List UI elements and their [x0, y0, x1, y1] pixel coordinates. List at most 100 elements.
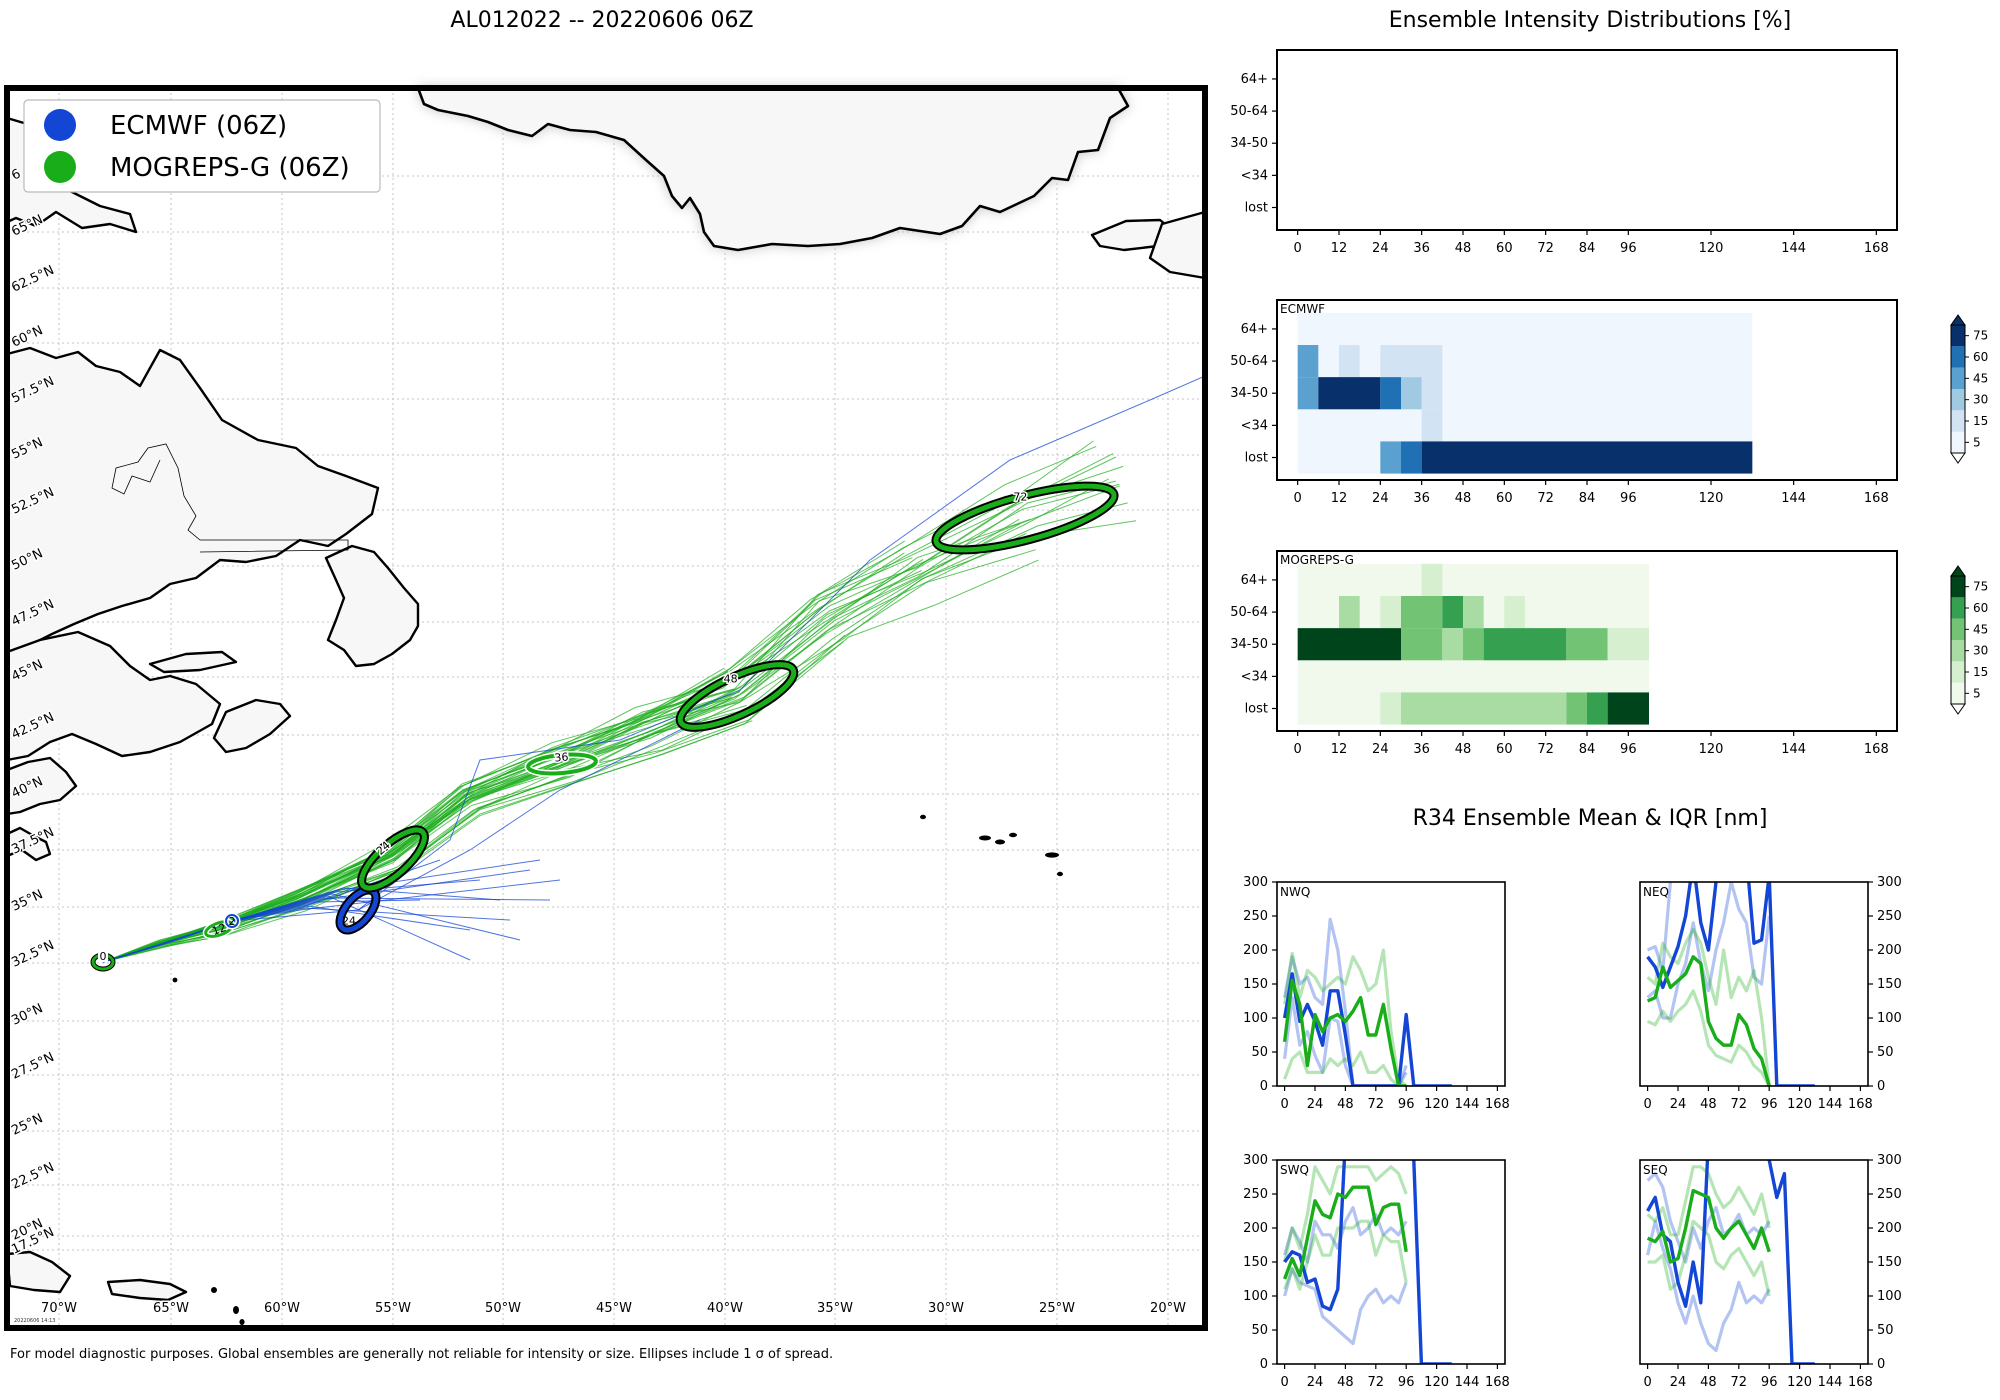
- line-ytick-label: 100: [1243, 1011, 1268, 1026]
- heat-panel-label: ECMWF: [1280, 302, 1325, 316]
- colorbar-segment: [1951, 325, 1965, 347]
- heat-cell: [1339, 596, 1360, 629]
- heat-xtick-label: 144: [1781, 742, 1806, 757]
- ellipse-label-48: 48: [724, 672, 738, 685]
- map-title: AL012022 -- 20220606 06Z: [450, 8, 754, 33]
- line-xtick-label: 96: [1398, 1375, 1415, 1390]
- line-xtick-label: 48: [1337, 1375, 1354, 1390]
- heat-xtick-label: 120: [1699, 742, 1724, 757]
- colorbar-extend-min: [1950, 703, 1966, 715]
- ellipse-0: 0: [90, 950, 116, 972]
- heat-cell: [1339, 345, 1360, 378]
- azores-4: [1009, 832, 1017, 838]
- heat-ytick-label: 64+: [1241, 573, 1268, 588]
- heat-xtick-label: 36: [1413, 241, 1430, 256]
- heat-cell: [1380, 345, 1443, 378]
- line-series: [1283, 917, 1408, 1086]
- colorbar-tick-label: 45: [1973, 622, 1988, 636]
- azores-6: [1057, 871, 1063, 877]
- line-ytick-label: 300: [1877, 1153, 1902, 1168]
- heat-ytick-label: lost: [1245, 451, 1268, 466]
- line-xtick-label: 0: [1280, 1097, 1288, 1112]
- line-xtick-label: 24: [1307, 1097, 1324, 1112]
- line-ytick-label: 300: [1877, 875, 1902, 890]
- land-greenland: [416, 86, 1130, 252]
- heat-xtick-label: 12: [1331, 742, 1348, 757]
- line-xtick-label: 144: [1818, 1375, 1843, 1390]
- line-xtick-label: 0: [1643, 1097, 1651, 1112]
- land-gulf-stlawrence: [5, 630, 222, 762]
- heat-xtick-label: 36: [1413, 742, 1430, 757]
- line-xtick-label: 72: [1368, 1097, 1385, 1112]
- lon-label: 25°W: [1039, 1301, 1075, 1316]
- ellipse-label-0: 0: [100, 950, 107, 963]
- heat-ytick-label: lost: [1245, 201, 1268, 216]
- line-ytick-label: 250: [1243, 909, 1268, 924]
- land-nova-scotia: [212, 698, 292, 754]
- line-xtick-label: 144: [1455, 1375, 1480, 1390]
- colorbar-segment: [1951, 389, 1965, 411]
- land-caribbean: [5, 1250, 72, 1294]
- heat-ytick-label: 50-64: [1230, 605, 1268, 620]
- heat-xtick-label: 72: [1537, 241, 1554, 256]
- line-ytick-label: 50: [1877, 1045, 1894, 1060]
- line-plot-area: [1277, 1160, 1505, 1364]
- line-xtick-label: 0: [1280, 1375, 1288, 1390]
- heat-cell: [1297, 628, 1401, 661]
- bermuda: [172, 977, 178, 983]
- line-panel-label: SEQ: [1643, 1163, 1668, 1177]
- land-newfoundland: [324, 544, 420, 668]
- line-xtick-label: 24: [1670, 1375, 1687, 1390]
- line-ytick-label: 200: [1877, 943, 1902, 958]
- line-series: [1283, 1050, 1407, 1086]
- heat-ytick-label: 34-50: [1230, 637, 1268, 652]
- colorbar-tick-label: 5: [1973, 686, 1981, 700]
- heat-cell: [1380, 692, 1401, 725]
- line-xtick-label: 48: [1337, 1097, 1354, 1112]
- line-xtick-label: 168: [1485, 1375, 1510, 1390]
- colorbar-tick-label: 30: [1973, 393, 1988, 407]
- heat-xtick-label: 72: [1537, 491, 1554, 506]
- line-series: [1646, 1188, 1771, 1264]
- colorbar-segment: [1951, 618, 1965, 640]
- heat-plot-area: [1277, 50, 1897, 230]
- heat-cell: [1442, 596, 1463, 629]
- line-xtick-label: 120: [1787, 1375, 1812, 1390]
- ellipse-12-mogreps: 12: [202, 918, 236, 940]
- heat-cell: [1607, 692, 1649, 725]
- lon-label: 45°W: [596, 1301, 632, 1316]
- lon-label: 65°W: [153, 1301, 189, 1316]
- heat-cell: [1380, 596, 1401, 629]
- colorbar-segment: [1951, 640, 1965, 662]
- line-panel-label: SWQ: [1280, 1163, 1309, 1177]
- heat-cell: [1297, 345, 1319, 378]
- line-series-group: [1282, 917, 1452, 1086]
- line-ytick-label: 100: [1877, 1011, 1902, 1026]
- mogreps-member-track: [102, 688, 734, 963]
- line-series: [1283, 948, 1408, 1086]
- land-maine: [5, 756, 78, 816]
- heat-xtick-label: 144: [1781, 491, 1806, 506]
- land-hispaniola-edge: [106, 1278, 188, 1302]
- heat-xtick-label: 144: [1781, 241, 1806, 256]
- heat-ytick-label: 64+: [1241, 72, 1268, 87]
- heat-xtick-label: 0: [1294, 241, 1302, 256]
- colorbar-segment: [1951, 661, 1965, 683]
- land-cape-cod: [5, 826, 52, 862]
- line-ytick-label: 150: [1877, 1255, 1902, 1270]
- ellipse-label-2: 2: [229, 915, 236, 928]
- colorbar-segment: [1951, 431, 1965, 453]
- footnote: For model diagnostic purposes. Global en…: [10, 1347, 834, 1362]
- lon-label: 20°W: [1150, 1301, 1186, 1316]
- colorbar-segment: [1951, 682, 1965, 704]
- lon-label: 50°W: [485, 1301, 521, 1316]
- heat-xtick-label: 120: [1699, 491, 1724, 506]
- land-anticosti: [148, 650, 238, 674]
- heat-cell: [1483, 628, 1567, 661]
- ellipse-12-ecmwf: 2: [223, 912, 241, 930]
- line-series: [1646, 882, 1771, 1020]
- line-xtick-label: 120: [1424, 1097, 1449, 1112]
- heat-xtick-label: 48: [1455, 491, 1472, 506]
- track-map: 70°W 65°W 60°W 55°W 50°W 45°W 40°W 35°W 30°W 25°W…: [4, 85, 1208, 1331]
- line-ytick-label: 100: [1877, 1289, 1902, 1304]
